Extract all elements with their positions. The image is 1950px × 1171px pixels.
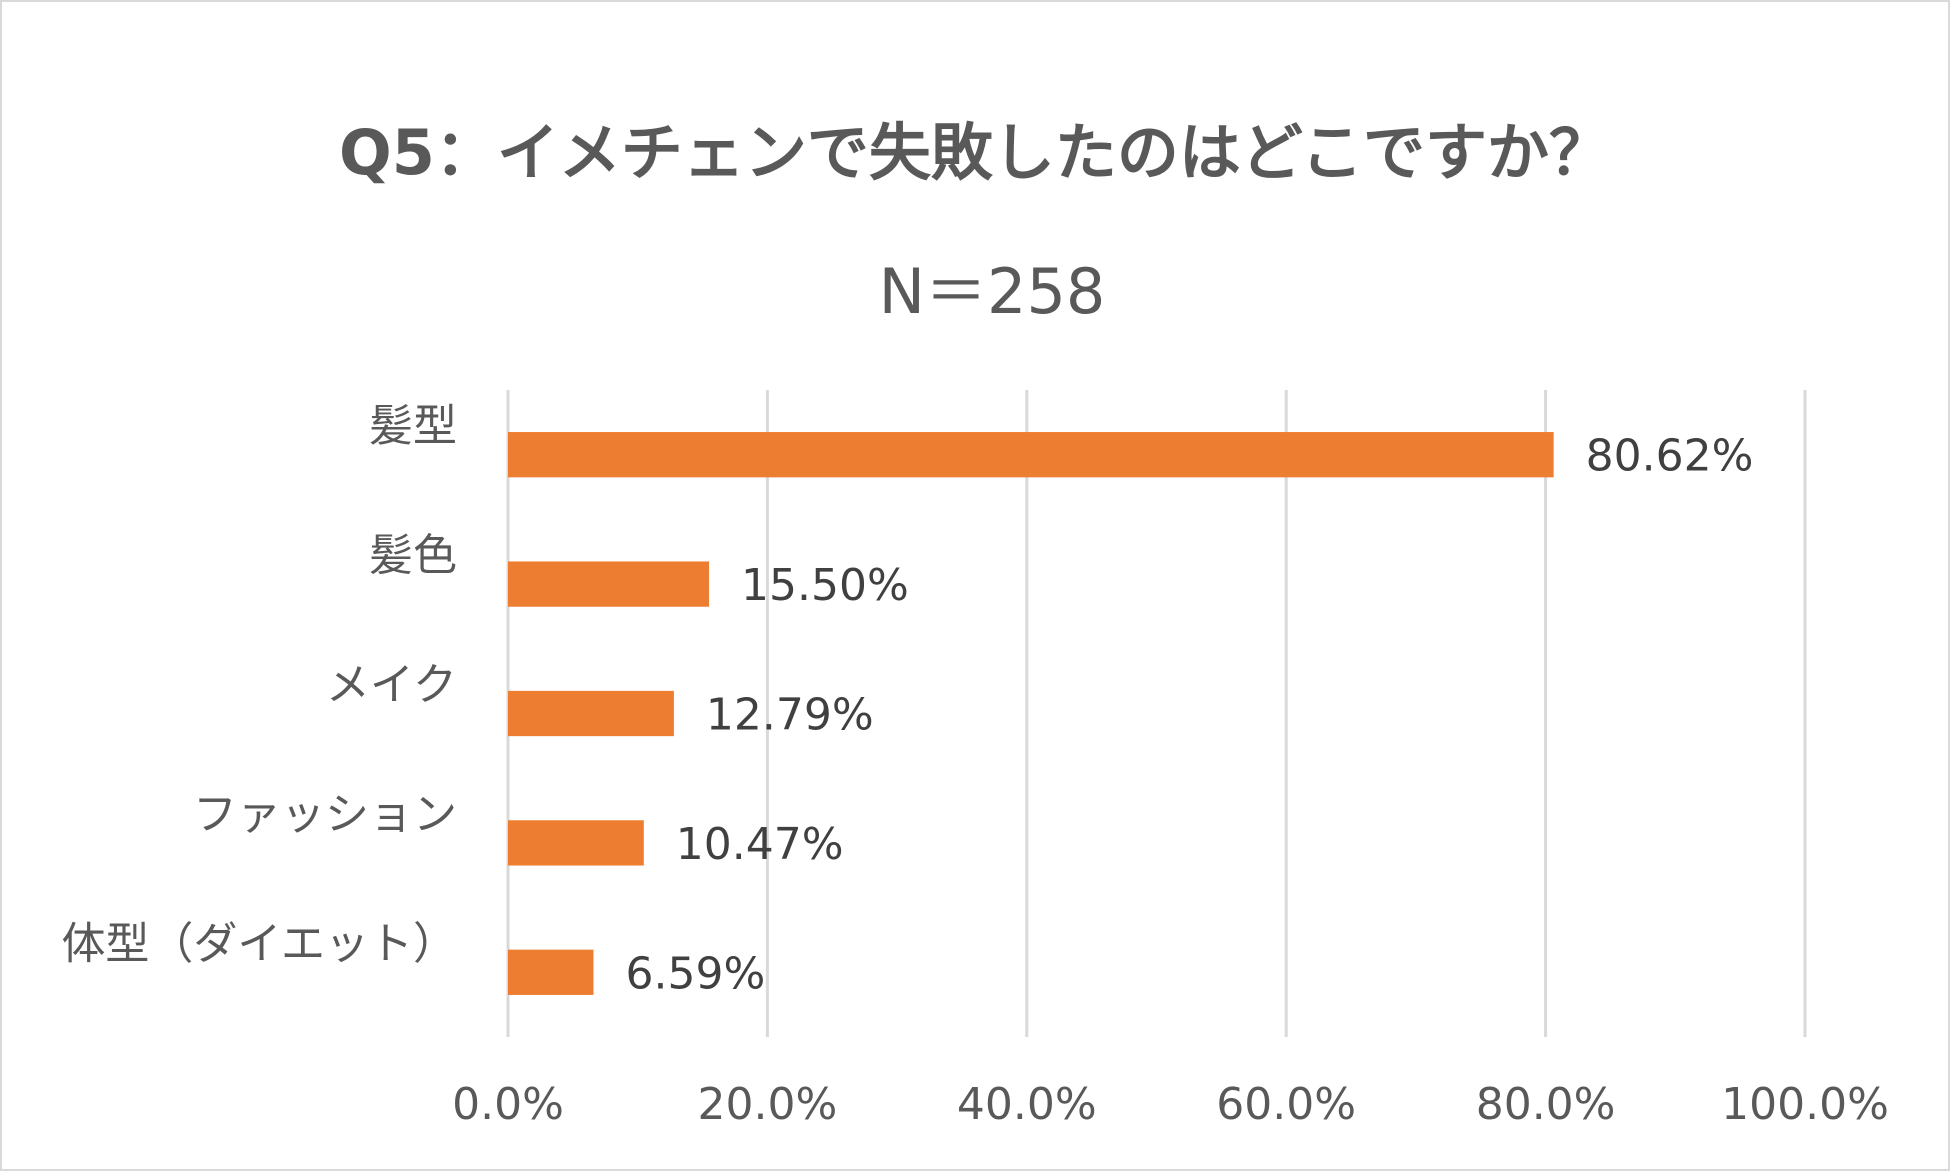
category-label-3: ファッション <box>193 789 457 840</box>
data-label-3: 10.47% <box>676 819 844 870</box>
data-label-4: 6.59% <box>625 948 765 999</box>
x-tick-label-4: 80.0% <box>1476 1079 1616 1130</box>
bar-4 <box>508 949 594 995</box>
bars <box>508 432 1554 995</box>
data-label-1: 15.50% <box>741 560 909 611</box>
x-tick-label-5: 100.0% <box>1721 1079 1889 1130</box>
bar-3 <box>508 820 644 866</box>
category-label-0: 髪型 <box>369 401 457 452</box>
chart-title: Q5：イメチェンで失敗したのはどこですか？ <box>339 116 1611 189</box>
x-tick-label-0: 0.0% <box>452 1079 564 1130</box>
category-label-1: 髪色 <box>369 530 457 581</box>
category-label-2: メイク <box>326 660 457 711</box>
bar-0 <box>508 432 1554 478</box>
chart-subtitle: N＝258 <box>879 255 1106 328</box>
x-tick-label-1: 20.0% <box>698 1079 838 1130</box>
x-tick-label-3: 60.0% <box>1216 1079 1356 1130</box>
gridlines <box>506 390 1807 1037</box>
data-labels: 80.62% 15.50% 12.79% 10.47% 6.59% <box>625 431 1753 1000</box>
category-label-4: 体型（ダイエット） <box>61 918 457 969</box>
data-label-2: 12.79% <box>706 690 874 741</box>
x-tick-label-2: 40.0% <box>957 1079 1097 1130</box>
bar-2 <box>508 690 674 737</box>
data-label-0: 80.62% <box>1586 431 1754 482</box>
bar-1 <box>508 561 710 607</box>
x-axis-tick-labels: 0.0% 20.0% 40.0% 60.0% 80.0% 100.0% <box>452 1079 1889 1130</box>
